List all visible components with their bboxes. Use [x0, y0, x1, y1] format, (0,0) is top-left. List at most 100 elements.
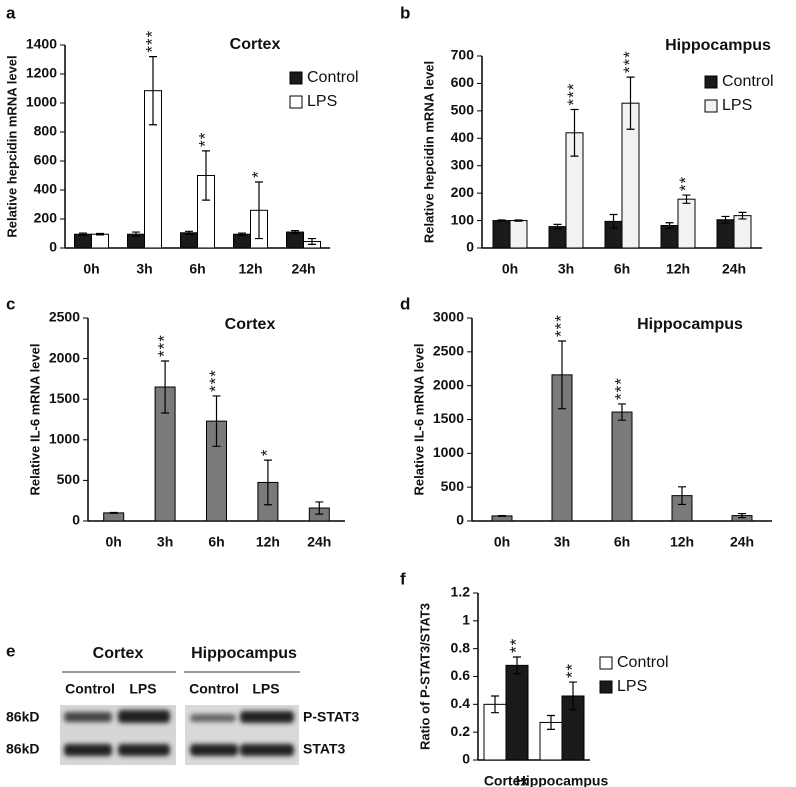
y-tick-label: 1400 [26, 36, 57, 52]
significance: * [248, 170, 267, 178]
error-bar [738, 211, 747, 220]
bar [660, 225, 679, 249]
y-axis-label: Relative IL-6 mRNA level [27, 344, 42, 496]
legend-swatch [599, 656, 613, 670]
bar [548, 226, 567, 249]
x-tick-label: 6h [189, 261, 205, 277]
y-axis-label: Relative hepcidin mRNA level [421, 61, 436, 243]
x-tick-label: 0h [83, 261, 99, 277]
y-tick-label: 500 [441, 478, 465, 494]
x-tick-label: 3h [554, 534, 570, 550]
error-bar [202, 150, 210, 201]
y-tick-label: 1000 [433, 444, 464, 460]
y-tick-label: 0 [462, 751, 470, 767]
bar [74, 233, 92, 249]
y-tick-label: 1500 [433, 410, 464, 426]
y-tick-label: 300 [451, 156, 475, 172]
error-bar [738, 512, 746, 519]
significance: ** [676, 176, 695, 191]
y-tick-label: 500 [451, 102, 475, 118]
error-bar [96, 232, 104, 236]
bar [492, 220, 511, 249]
y-tick-label: 0.4 [451, 695, 471, 711]
error-bar [513, 656, 521, 675]
x-tick-label: 0h [494, 534, 510, 550]
error-bar [308, 237, 316, 245]
legend-swatch [704, 75, 718, 89]
bar [233, 233, 251, 249]
bar [505, 664, 529, 761]
bar [286, 231, 304, 249]
error-bar [553, 223, 562, 230]
x-tick-label: 24h [291, 261, 315, 277]
size-label: 86kD [6, 741, 39, 757]
band-label: STAT3 [303, 741, 345, 757]
chart-title: Hippocampus [665, 37, 771, 54]
blot-bands [64, 710, 294, 756]
lane-label: LPS [129, 681, 156, 697]
chart-title: Hippocampus [637, 316, 743, 333]
error-bar [678, 486, 686, 506]
bar [733, 215, 752, 249]
y-tick-label: 1 [462, 612, 470, 628]
legend-label: LPS [617, 678, 647, 695]
x-tick-label: 3h [157, 534, 173, 550]
y-tick-label: 700 [451, 47, 475, 63]
legend-swatch [704, 99, 718, 113]
x-tick-label: 12h [670, 534, 694, 550]
x-tick-label: 24h [307, 534, 331, 550]
legend-label: LPS [307, 93, 337, 110]
y-tick-label: 2000 [49, 349, 80, 365]
error-bar [609, 213, 618, 229]
x-tick-label: Cortex [484, 773, 529, 787]
error-bar [721, 215, 730, 224]
y-tick-label: 500 [57, 471, 81, 487]
y-tick-label: 200 [34, 210, 58, 226]
error-bar [665, 222, 674, 229]
legend-swatch [289, 71, 303, 85]
significance: *** [551, 314, 570, 337]
y-axis-label: Relative IL-6 mRNA level [411, 344, 426, 496]
bar [716, 219, 735, 249]
y-tick-label: 600 [451, 74, 475, 90]
y-tick-label: 2500 [433, 343, 464, 359]
error-bar [149, 56, 157, 126]
significance: *** [155, 334, 174, 357]
size-label: 86kD [6, 709, 39, 725]
y-tick-label: 0 [456, 512, 464, 528]
chart-title: Cortex [230, 36, 281, 53]
significance: *** [611, 377, 630, 400]
x-tick-label: 6h [614, 534, 630, 550]
y-tick-label: 400 [34, 181, 58, 197]
error-bar [255, 181, 263, 240]
panel-letter: c [6, 294, 15, 313]
y-tick-label: 1200 [26, 65, 57, 81]
band-label: P-STAT3 [303, 709, 359, 725]
legend-label: Control [722, 73, 774, 90]
x-tick-label: 0h [502, 261, 518, 277]
x-tick-label: 12h [256, 534, 280, 550]
error-bar [682, 194, 691, 204]
panel-letter: f [400, 569, 406, 588]
error-bar [569, 681, 577, 711]
error-bar [547, 714, 555, 730]
error-bar [132, 231, 140, 237]
y-tick-label: 400 [451, 129, 475, 145]
error-bar [185, 230, 193, 235]
y-tick-label: 2500 [49, 309, 80, 325]
x-tick-label: 0h [106, 534, 122, 550]
x-tick-label: 12h [666, 261, 690, 277]
x-tick-label: 6h [208, 534, 224, 550]
y-tick-label: 0.6 [451, 667, 471, 683]
x-tick-label: 3h [558, 261, 574, 277]
error-bar [161, 360, 170, 414]
error-bar [558, 340, 566, 410]
y-axis-label: Relative hepcidin mRNA level [4, 55, 19, 237]
y-tick-label: 0 [49, 239, 57, 255]
significance: *** [564, 83, 583, 106]
y-tick-label: 0.2 [451, 723, 471, 739]
blot-group: Hippocampus [191, 645, 297, 662]
panel-letter: b [400, 3, 410, 22]
x-tick-label: 12h [238, 261, 262, 277]
